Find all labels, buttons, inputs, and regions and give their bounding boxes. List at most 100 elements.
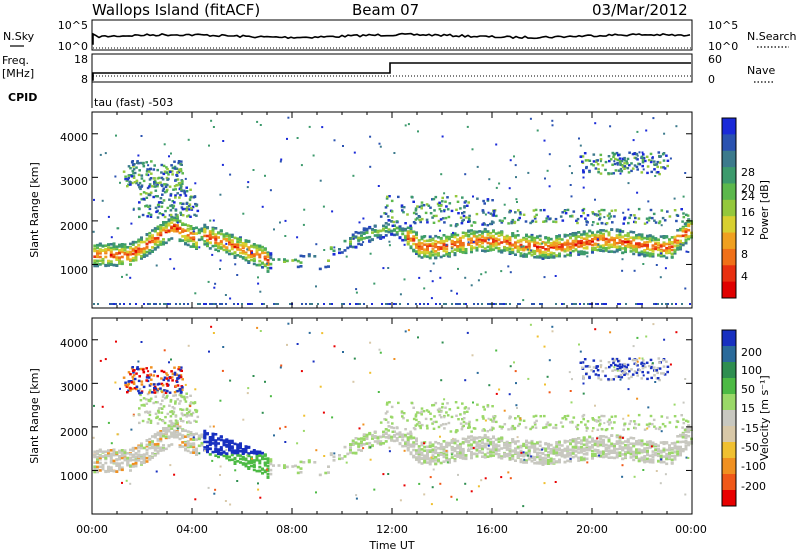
power-cell	[459, 216, 463, 219]
velocity-cell	[175, 433, 179, 436]
power-cell	[184, 236, 187, 239]
velocity-cell	[426, 445, 429, 449]
power-cell	[338, 251, 341, 255]
power-cell	[160, 171, 163, 174]
velocity-cell	[670, 458, 674, 462]
power-cell	[165, 190, 168, 193]
power-cell	[195, 242, 198, 246]
power-cell	[404, 222, 407, 225]
velocity-cell	[478, 450, 482, 453]
velocity-cell	[670, 447, 674, 450]
velocity-cell	[233, 451, 237, 454]
velocity-cell	[472, 452, 476, 455]
velocity-cell	[681, 448, 685, 451]
power-cell	[115, 252, 119, 256]
velocity-cell	[500, 439, 504, 443]
velocity-cell	[635, 442, 638, 446]
velocity-cell	[588, 448, 592, 452]
velocity-cell	[448, 459, 451, 463]
power-cell	[500, 231, 504, 234]
power-cell	[151, 185, 154, 188]
velocity-cell	[582, 439, 586, 442]
power-cell	[586, 214, 590, 217]
power-cell	[516, 245, 520, 248]
velocity-cell	[654, 448, 658, 452]
power-cell	[514, 211, 517, 214]
velocity-cell	[203, 440, 207, 444]
power-cell	[482, 199, 485, 203]
power-cell	[543, 139, 546, 142]
power-cell	[139, 187, 142, 191]
power-cell	[382, 224, 385, 228]
velocity-cell	[492, 436, 495, 439]
velocity-cell	[414, 413, 418, 416]
velocity-cell	[165, 394, 169, 398]
velocity-cell	[181, 441, 185, 444]
velocity-cell	[431, 444, 435, 448]
power-cell	[183, 303, 185, 305]
power-cell	[296, 259, 300, 263]
velocity-cell	[126, 461, 130, 465]
velocity-cell	[615, 451, 619, 454]
power-cell	[169, 209, 173, 212]
velocity-cell	[387, 429, 390, 432]
power-cell	[96, 264, 99, 268]
velocity-cell	[357, 437, 361, 441]
power-cell	[571, 232, 575, 235]
power-cell	[404, 236, 407, 239]
power-cell	[107, 261, 110, 265]
power-cell	[547, 244, 550, 248]
power-cell	[454, 224, 458, 228]
power-cell	[159, 181, 162, 184]
power-cell	[597, 243, 600, 246]
velocity-cell	[445, 445, 449, 449]
power-cell	[516, 246, 520, 250]
velocity-cell	[196, 415, 200, 419]
power-cell	[646, 247, 649, 251]
velocity-cell	[563, 441, 567, 444]
power-cell	[428, 235, 432, 238]
power-cell	[130, 175, 134, 178]
power-cell	[549, 245, 553, 249]
power-cell	[654, 247, 658, 251]
velocity-cell	[93, 453, 97, 457]
power-cell	[472, 246, 476, 249]
velocity-cell	[673, 441, 677, 445]
velocity-cell	[138, 407, 141, 410]
power-cell	[658, 220, 662, 223]
velocity-cell	[560, 451, 564, 455]
power-cell	[657, 238, 660, 241]
power-cell	[489, 244, 493, 248]
velocity-cell	[437, 442, 440, 445]
velocity-cell	[219, 446, 223, 449]
power-cell	[670, 236, 674, 239]
power-cell	[113, 303, 115, 305]
velocity-cell	[659, 451, 663, 454]
power-cell	[450, 235, 454, 238]
power-cell	[261, 205, 264, 208]
power-cell	[453, 251, 457, 255]
power-cell	[648, 240, 652, 243]
velocity-cell	[453, 449, 457, 453]
power-cell	[246, 248, 249, 251]
velocity-cell	[185, 408, 189, 411]
power-cell	[192, 227, 196, 230]
power-cell	[162, 187, 166, 190]
power-cell	[398, 229, 402, 232]
power-cell	[386, 195, 389, 198]
power-cell	[205, 303, 207, 305]
power-cell	[189, 245, 193, 248]
power-cell	[649, 208, 653, 212]
velocity-cell	[192, 448, 196, 452]
velocity-cell	[138, 413, 141, 417]
velocity-cell	[343, 445, 347, 449]
velocity-cell	[145, 410, 149, 413]
velocity-cell	[442, 452, 446, 456]
power-cell	[448, 253, 451, 257]
velocity-cell	[409, 451, 413, 454]
power-cell	[129, 250, 132, 254]
velocity-cell	[360, 444, 363, 447]
power-cell	[483, 202, 486, 205]
power-cell	[395, 220, 399, 223]
power-cell	[487, 238, 490, 241]
